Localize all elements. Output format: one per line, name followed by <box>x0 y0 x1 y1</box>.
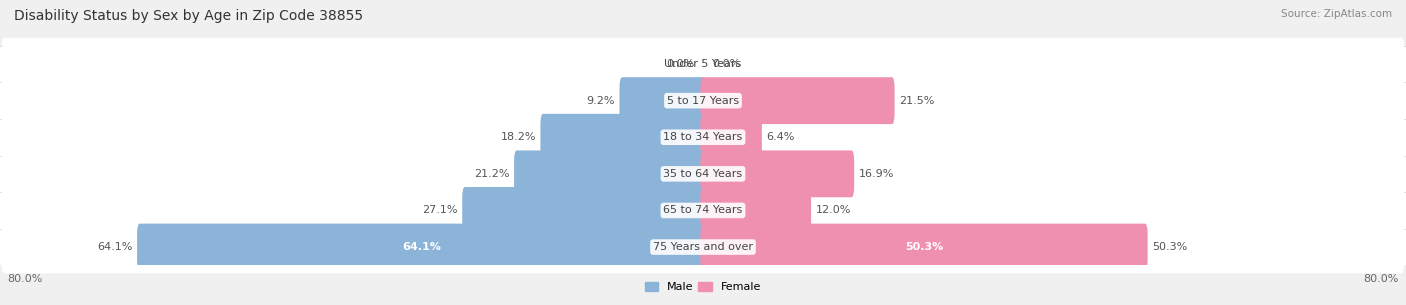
Bar <box>0 192 1406 229</box>
FancyBboxPatch shape <box>700 114 762 161</box>
FancyBboxPatch shape <box>1 184 1405 237</box>
FancyBboxPatch shape <box>1 221 1405 273</box>
FancyBboxPatch shape <box>1 111 1405 163</box>
FancyBboxPatch shape <box>138 224 706 271</box>
Text: 35 to 64 Years: 35 to 64 Years <box>664 169 742 179</box>
FancyBboxPatch shape <box>700 224 1147 271</box>
Text: Under 5 Years: Under 5 Years <box>665 59 741 69</box>
Text: 50.3%: 50.3% <box>1152 242 1187 252</box>
Bar <box>0 46 1406 82</box>
Text: 18.2%: 18.2% <box>501 132 536 142</box>
FancyBboxPatch shape <box>515 150 706 197</box>
FancyBboxPatch shape <box>540 114 706 161</box>
FancyBboxPatch shape <box>1 38 1405 90</box>
Bar <box>0 82 1406 119</box>
Text: Source: ZipAtlas.com: Source: ZipAtlas.com <box>1281 9 1392 19</box>
Text: 27.1%: 27.1% <box>422 206 458 215</box>
Bar <box>0 119 1406 156</box>
Text: 12.0%: 12.0% <box>815 206 851 215</box>
Text: Disability Status by Sex by Age in Zip Code 38855: Disability Status by Sex by Age in Zip C… <box>14 9 363 23</box>
Text: 16.9%: 16.9% <box>859 169 894 179</box>
Bar <box>0 229 1406 265</box>
Text: 6.4%: 6.4% <box>766 132 794 142</box>
Text: 21.5%: 21.5% <box>898 96 935 106</box>
Bar <box>0 156 1406 192</box>
Text: 80.0%: 80.0% <box>7 274 42 285</box>
Text: 65 to 74 Years: 65 to 74 Years <box>664 206 742 215</box>
Text: 50.3%: 50.3% <box>905 242 943 252</box>
Text: 80.0%: 80.0% <box>1364 274 1399 285</box>
Text: 21.2%: 21.2% <box>474 169 510 179</box>
FancyBboxPatch shape <box>463 187 706 234</box>
Text: 18 to 34 Years: 18 to 34 Years <box>664 132 742 142</box>
Text: 75 Years and over: 75 Years and over <box>652 242 754 252</box>
FancyBboxPatch shape <box>1 148 1405 200</box>
FancyBboxPatch shape <box>700 150 855 197</box>
FancyBboxPatch shape <box>700 77 894 124</box>
FancyBboxPatch shape <box>1 74 1405 127</box>
Text: 5 to 17 Years: 5 to 17 Years <box>666 96 740 106</box>
Legend: Male, Female: Male, Female <box>641 277 765 296</box>
FancyBboxPatch shape <box>620 77 706 124</box>
Text: 0.0%: 0.0% <box>666 59 695 69</box>
FancyBboxPatch shape <box>700 187 811 234</box>
Text: 0.0%: 0.0% <box>711 59 740 69</box>
Text: 64.1%: 64.1% <box>97 242 132 252</box>
Text: 9.2%: 9.2% <box>586 96 616 106</box>
Text: 64.1%: 64.1% <box>402 242 441 252</box>
